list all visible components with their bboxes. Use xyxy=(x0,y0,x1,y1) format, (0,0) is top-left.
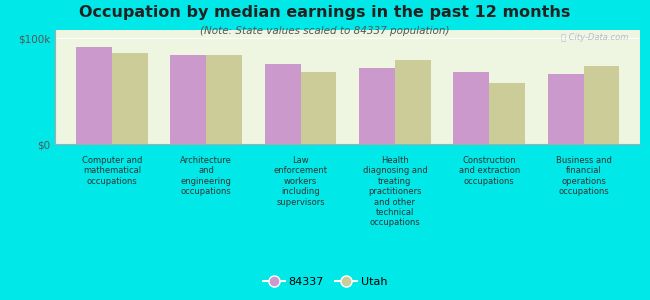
Bar xyxy=(548,74,584,144)
Text: Health
diagnosing and
treating
practitioners
and other
technical
occupations: Health diagnosing and treating practitio… xyxy=(363,156,427,227)
Bar xyxy=(359,68,395,144)
Bar xyxy=(76,47,112,144)
Text: Business and
financial
operations
occupations: Business and financial operations occupa… xyxy=(556,156,612,196)
Legend: 84337, Utah: 84337, Utah xyxy=(259,273,391,291)
Bar xyxy=(489,83,525,144)
Bar xyxy=(170,55,206,144)
Text: Construction
and extraction
occupations: Construction and extraction occupations xyxy=(459,156,520,186)
Bar xyxy=(454,72,489,144)
Text: Computer and
mathematical
occupations: Computer and mathematical occupations xyxy=(82,156,142,186)
Bar xyxy=(206,55,242,144)
Bar xyxy=(112,53,148,144)
Bar xyxy=(265,64,300,144)
Text: Architecture
and
engineering
occupations: Architecture and engineering occupations xyxy=(180,156,232,196)
Text: Ⓜ City-Data.com: Ⓜ City-Data.com xyxy=(561,33,629,42)
Text: Occupation by median earnings in the past 12 months: Occupation by median earnings in the pas… xyxy=(79,4,571,20)
Bar xyxy=(395,60,431,144)
Bar xyxy=(300,72,337,144)
Text: Law
enforcement
workers
including
supervisors: Law enforcement workers including superv… xyxy=(274,156,328,207)
Text: (Note: State values scaled to 84337 population): (Note: State values scaled to 84337 popu… xyxy=(200,26,450,35)
Bar xyxy=(584,66,619,144)
